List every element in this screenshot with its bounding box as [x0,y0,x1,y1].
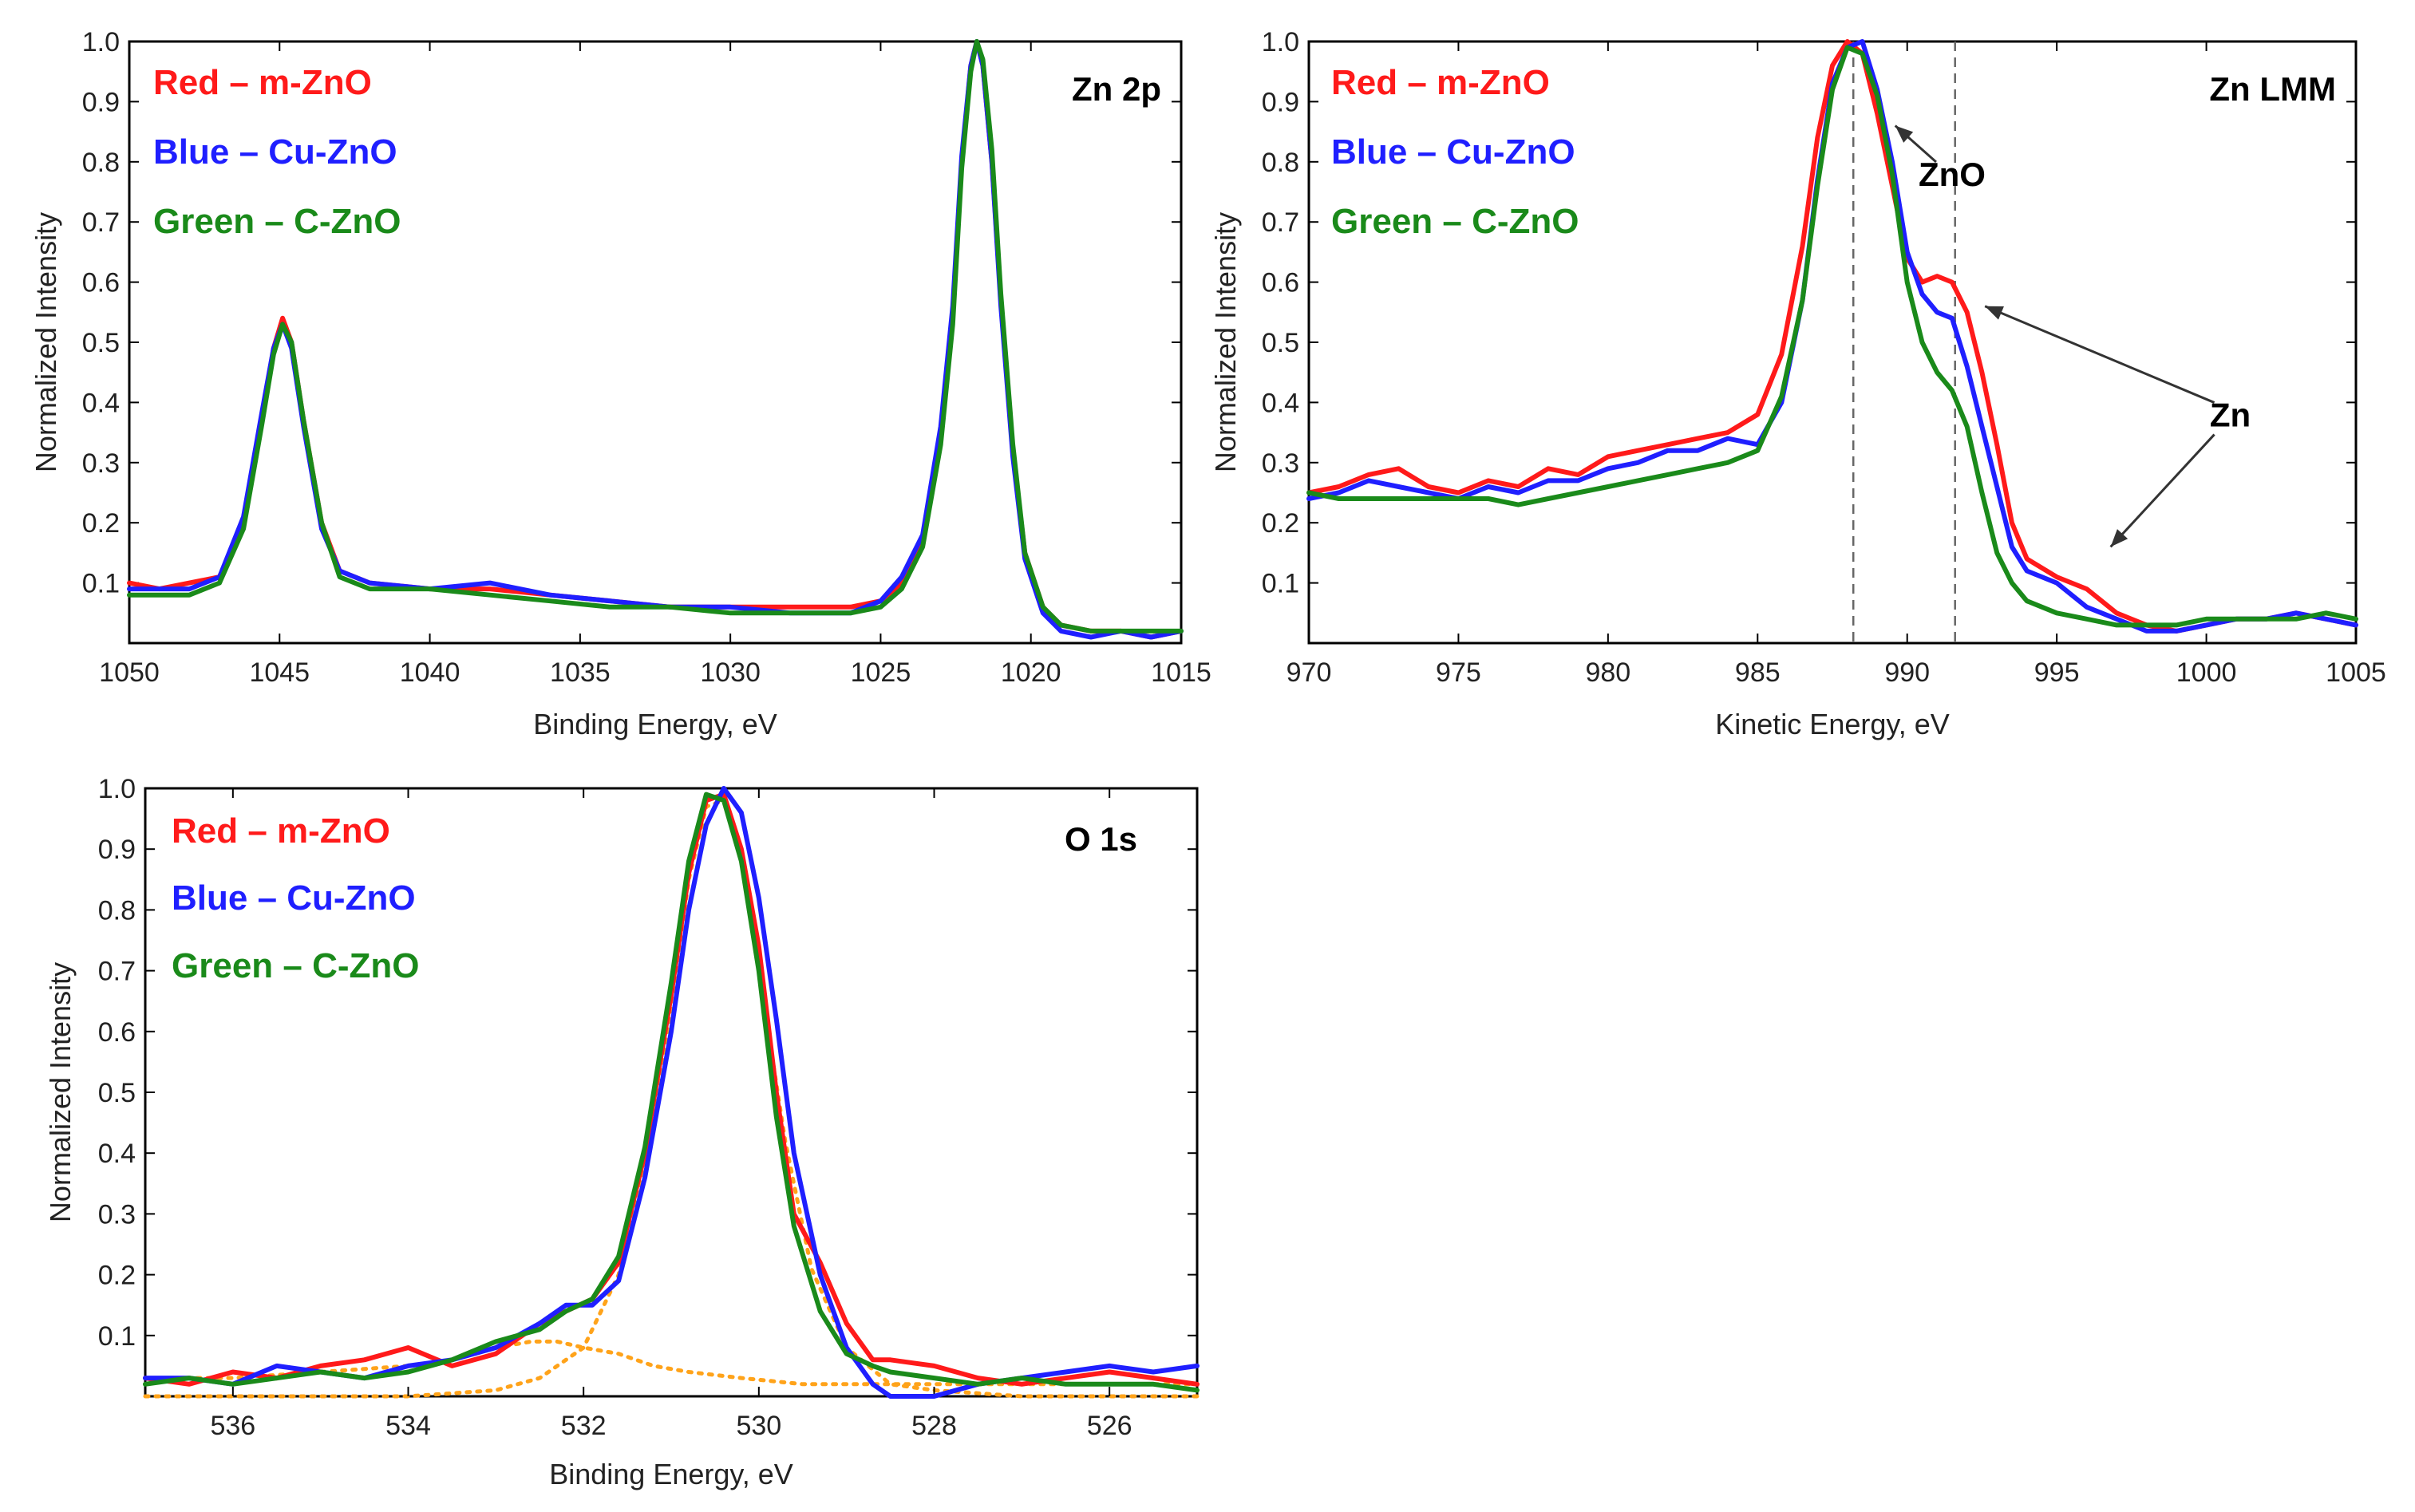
o1s-y-tick-label: 0.5 [98,1078,136,1108]
zn2p-y-tick-label: 0.6 [82,268,120,298]
zn2p-curves [127,39,1184,640]
zn2p-x-tick-label: 1020 [1001,657,1061,688]
znlmm-x-tick-label: 1005 [2326,657,2386,688]
zn2p-y-tick-label: 0.3 [82,448,120,479]
o1s-plot-frame [144,787,1199,1398]
zn2p-x-ticks: 1050 1045 1040 1035 1030 1025 1020 1015 [99,41,1211,688]
zn2p-x-tick-label: 1040 [400,657,460,688]
znlmm-y-tick-label: 0.5 [1262,328,1299,358]
zn2p-x-axis-label: Binding Energy, eV [533,708,777,740]
znlmm-x-tick-label: 980 [1585,657,1630,688]
o1s-legend-entry-green: Green – C-ZnO [172,946,420,985]
zn2p-legend-entry-green: Green – C-ZnO [153,202,401,241]
znlmm-y-tick-label: 0.7 [1262,207,1299,238]
znlmm-y-tick-label: 0.9 [1262,87,1299,117]
o1s-y-ticks: 0.1 0.2 0.3 0.4 0.5 0.6 0.7 0.8 0.9 1.0 [98,774,1197,1352]
zn2p-y-tick-label: 0.7 [82,207,120,238]
znlmm-x-tick-label: 1000 [2176,657,2237,688]
o1s-x-tick-label: 532 [561,1411,607,1441]
o1s-x-tick-label: 536 [210,1411,255,1441]
panel-zn2p: 1050 1045 1040 1035 1030 1025 1020 1015 0.10.20… [30,27,1211,740]
zn2p-x-tick-label: 1035 [550,657,611,688]
zn2p-y-tick-label: 0.2 [82,508,120,539]
zn2p-y-axis-label: Normalized Intensity [30,212,62,472]
o1s-legend-entry-blue: Blue – Cu-ZnO [172,878,416,918]
o1s-series-c-zno [143,792,1200,1393]
o1s-y-tick-label: 0.9 [98,835,136,865]
znlmm-y-tick-label: 0.3 [1262,448,1299,479]
o1s-y-tick-label: 0.4 [98,1139,136,1169]
znlmm-x-ticks: 970 975 980 985 990 995 1000 1005 [1287,41,2386,688]
zn2p-x-tick-label: 1045 [249,657,310,688]
zn2p-x-tick-label: 1025 [851,657,911,688]
znlmm-series-c-zno [1306,45,2358,628]
panel-o1s: 536 534 532 530 528 526 0.1 0.2 0.3 0.4 0.5 0.6 0.7… [44,774,1200,1490]
znlmm-panel-title: Zn LMM [2209,70,2336,108]
panel-znlmm: 970 975 980 985 990 995 1000 1005 0.10.20.30.40… [1209,27,2386,740]
znlmm-annotation-label: ZnO [1919,156,1986,193]
znlmm-y-tick-label: 0.1 [1262,569,1299,599]
znlmm-annotation-arrow [2109,433,2215,548]
o1s-y-tick-label: 0.8 [98,895,136,926]
zn2p-x-tick-label: 1050 [99,657,160,688]
o1s-y-tick-label: 1.0 [98,774,136,804]
zn2p-y-tick-label: 0.1 [82,569,120,599]
znlmm-x-tick-label: 975 [1436,657,1481,688]
o1s-legend-entry-red: Red – m-ZnO [172,811,390,851]
znlmm-annotations: ZnO Zn [1894,124,2251,548]
znlmm-x-tick-label: 995 [2034,657,2080,688]
znlmm-annotation-arrowhead [1985,306,2004,320]
o1s-curves [143,786,1200,1399]
znlmm-x-tick-label: 990 [1884,657,1930,688]
zn2p-legend-entry-blue: Blue – Cu-ZnO [153,132,397,172]
zn2p-x-tick-label: 1015 [1151,657,1211,688]
znlmm-guide-lines [1852,41,1956,643]
zn2p-series-c-zno [127,39,1184,634]
znlmm-annotation-arrow [1984,305,2215,404]
znlmm-annotation-label: Zn [2210,397,2251,434]
znlmm-curves [1306,39,2358,634]
znlmm-y-tick-label: 1.0 [1262,27,1299,57]
znlmm-y-ticks: 0.1 0.2 0.3 0.4 0.5 0.6 0.7 0.8 0.9 1.0 [1262,27,2356,599]
zn2p-y-tick-label: 1.0 [82,27,120,57]
o1s-x-tick-label: 528 [911,1411,957,1441]
znlmm-legend-entry-green: Green – C-ZnO [1331,202,1579,241]
zn2p-legend-entry-red: Red – m-ZnO [153,63,372,102]
znlmm-y-tick-label: 0.6 [1262,268,1299,298]
zn2p-y-tick-label: 0.5 [82,328,120,358]
znlmm-y-tick-label: 0.4 [1262,388,1299,418]
zn2p-y-ticks: 0.1 0.2 0.3 0.4 0.5 0.6 0.7 0.8 0.9 1.0 [82,27,1181,599]
znlmm-y-tick-label: 0.2 [1262,508,1299,539]
znlmm-legend-entry-red: Red – m-ZnO [1331,63,1550,102]
znlmm-x-tick-label: 970 [1287,657,1332,688]
o1s-y-tick-label: 0.6 [98,1017,136,1048]
znlmm-y-tick-label: 0.8 [1262,148,1299,178]
zn2p-x-tick-label: 1030 [700,657,761,688]
o1s-x-axis-label: Binding Energy, eV [549,1458,793,1490]
o1s-y-tick-label: 0.1 [98,1321,136,1352]
znlmm-x-axis-label: Kinetic Energy, eV [1715,708,1949,740]
znlmm-plot-frame [1307,40,2358,645]
o1s-y-tick-label: 0.3 [98,1199,136,1230]
o1s-x-tick-label: 526 [1087,1411,1132,1441]
o1s-x-tick-label: 534 [385,1411,431,1441]
znlmm-y-axis-label: Normalized Intensity [1209,212,1242,472]
o1s-x-tick-label: 530 [736,1411,781,1441]
zn2p-y-tick-label: 0.8 [82,148,120,178]
o1s-panel-title: O 1s [1065,820,1137,858]
znlmm-legend-entry-blue: Blue – Cu-ZnO [1331,132,1575,172]
znlmm-series-cu-zno [1306,39,2358,634]
zn2p-panel-title: Zn 2p [1072,70,1161,108]
zn2p-y-tick-label: 0.4 [82,388,120,418]
znlmm-annotation-arrowhead [1895,125,1914,143]
o1s-x-ticks: 536 534 532 530 528 526 [210,788,1132,1441]
o1s-y-tick-label: 0.2 [98,1261,136,1291]
znlmm-annotation-arrowhead [2110,529,2128,547]
o1s-y-tick-label: 0.7 [98,957,136,987]
zn2p-y-tick-label: 0.9 [82,87,120,117]
o1s-y-axis-label: Normalized Intensity [44,962,77,1222]
znlmm-x-tick-label: 985 [1735,657,1781,688]
